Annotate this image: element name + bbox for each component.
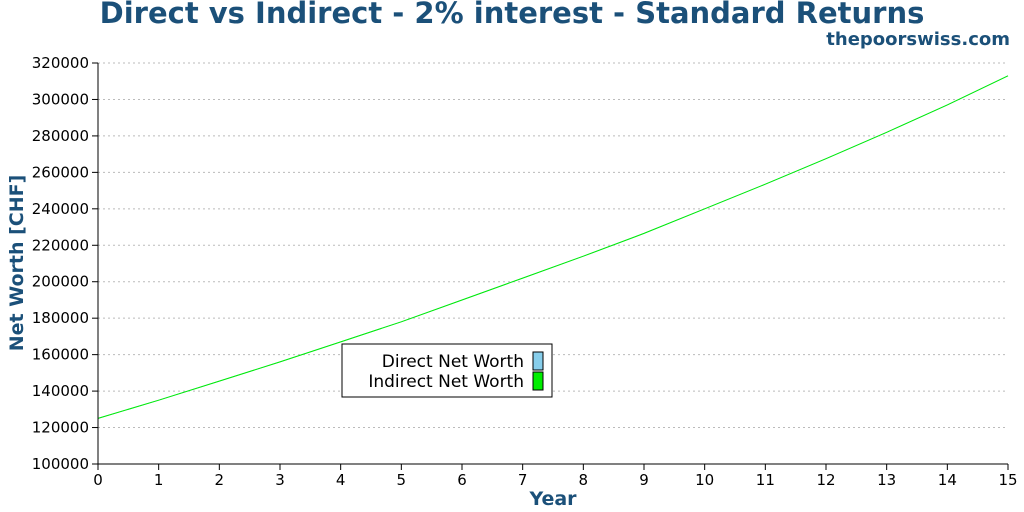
- y-tick-label: 280000: [32, 127, 89, 145]
- y-tick-label: 220000: [32, 236, 89, 254]
- y-tick-label: 240000: [32, 200, 89, 218]
- grid-lines: [98, 62, 1008, 429]
- y-axis-ticks: 100000 120000 140000 160000 180000 200000 2200…: [32, 54, 98, 473]
- x-tick-label: 4: [336, 471, 346, 489]
- y-tick-label: 200000: [32, 273, 89, 291]
- y-tick-label: 260000: [32, 163, 89, 181]
- x-axis-label: Year: [528, 488, 577, 510]
- x-tick-label: 0: [93, 471, 103, 489]
- x-axis-ticks: 0 1 2 3 4 5 6 7 8 9 10 11 12 13 14 15: [93, 464, 1018, 489]
- y-axis-label: Net Worth [CHF]: [6, 175, 28, 352]
- x-tick-label: 6: [457, 471, 467, 489]
- x-tick-label: 9: [639, 471, 649, 489]
- x-tick-label: 12: [816, 471, 835, 489]
- y-tick-label: 100000: [32, 455, 89, 473]
- series-line-2: [97, 75, 1009, 419]
- x-tick-label: 1: [154, 471, 164, 489]
- chart-title: Direct vs Indirect - 2% interest - Stand…: [99, 0, 925, 30]
- legend-box: [341, 343, 553, 398]
- site-credit: thepoorswiss.com: [826, 29, 1010, 50]
- x-tick-label: 8: [579, 471, 589, 489]
- x-tick-label: 13: [877, 471, 896, 489]
- legend-swatch-2: [532, 371, 544, 391]
- axes: [97, 63, 1008, 465]
- legend-label-2: Indirect Net Worth: [368, 372, 524, 392]
- x-tick-label: 11: [756, 471, 775, 489]
- x-tick-label: 7: [518, 471, 528, 489]
- y-tick-label: 140000: [32, 382, 89, 400]
- y-tick-label: 180000: [32, 309, 89, 327]
- x-tick-label: 2: [215, 471, 225, 489]
- legend-swatch-1: [532, 351, 544, 371]
- x-tick-label: 3: [275, 471, 285, 489]
- series-lines: [97, 75, 1009, 419]
- x-tick-label: 14: [938, 471, 957, 489]
- y-tick-label: 320000: [32, 54, 89, 72]
- x-tick-label: 10: [695, 471, 714, 489]
- y-tick-label: 160000: [32, 346, 89, 364]
- legend-label-1: Direct Net Worth: [382, 352, 524, 372]
- series-line-1: [97, 75, 1009, 419]
- x-tick-label: 15: [998, 471, 1017, 489]
- x-tick-label: 5: [397, 471, 407, 489]
- y-tick-label: 300000: [32, 90, 89, 108]
- y-tick-label: 120000: [32, 419, 89, 437]
